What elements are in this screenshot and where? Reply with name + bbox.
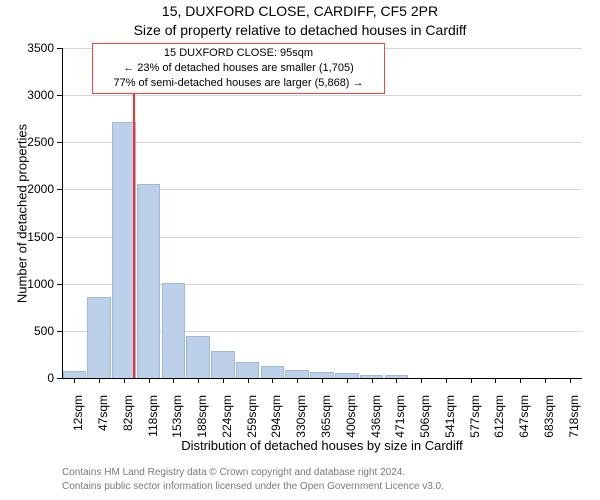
x-tick-label: 259sqm xyxy=(245,395,259,455)
chart-title-address: 15, DUXFORD CLOSE, CARDIFF, CF5 2PR xyxy=(0,3,600,19)
x-tick-label: 577sqm xyxy=(468,395,482,455)
y-tick-label: 3500 xyxy=(22,41,54,55)
y-tick-label: 0 xyxy=(22,371,54,385)
y-tick-label: 500 xyxy=(22,324,54,338)
x-tick-label: 82sqm xyxy=(121,395,135,455)
y-tick-label: 3000 xyxy=(22,88,54,102)
footer-line-2: Contains public sector information licen… xyxy=(62,480,582,494)
x-tick-label: 541sqm xyxy=(443,395,457,455)
x-tick-label: 188sqm xyxy=(195,395,209,455)
x-tick xyxy=(297,378,298,383)
x-tick-label: 718sqm xyxy=(567,395,581,455)
x-tick-label: 330sqm xyxy=(294,395,308,455)
x-tick xyxy=(545,378,546,383)
annotation-line-2: ← 23% of detached houses are smaller (1,… xyxy=(97,61,380,76)
histogram-bar xyxy=(162,283,186,378)
x-tick xyxy=(173,378,174,383)
x-tick xyxy=(149,378,150,383)
x-tick xyxy=(74,378,75,383)
x-tick xyxy=(471,378,472,383)
x-tick xyxy=(570,378,571,383)
x-tick-label: 47sqm xyxy=(96,395,110,455)
x-tick-label: 294sqm xyxy=(269,395,283,455)
histogram-bar xyxy=(285,370,309,378)
y-tick-label: 2000 xyxy=(22,182,54,196)
x-tick-label: 224sqm xyxy=(220,395,234,455)
annotation-box: 15 DUXFORD CLOSE: 95sqm ← 23% of detache… xyxy=(92,43,385,94)
x-tick xyxy=(322,378,323,383)
x-tick-label: 118sqm xyxy=(146,395,160,455)
histogram-bar xyxy=(63,371,87,378)
x-tick xyxy=(495,378,496,383)
x-tick xyxy=(520,378,521,383)
chart-container: 15, DUXFORD CLOSE, CARDIFF, CF5 2PR Size… xyxy=(0,0,600,500)
plot-area xyxy=(62,48,582,378)
x-tick-label: 12sqm xyxy=(71,395,85,455)
annotation-line-3: 77% of semi-detached houses are larger (… xyxy=(97,76,380,91)
histogram-bar xyxy=(261,366,285,378)
x-tick-label: 153sqm xyxy=(170,395,184,455)
histogram-bar xyxy=(211,351,235,378)
histogram-bar xyxy=(87,297,111,378)
x-tick-label: 683sqm xyxy=(542,395,556,455)
x-tick-label: 471sqm xyxy=(393,395,407,455)
chart-title-subtitle: Size of property relative to detached ho… xyxy=(0,22,600,38)
x-tick xyxy=(198,378,199,383)
footer-line-1: Contains HM Land Registry data © Crown c… xyxy=(62,466,582,480)
x-tick xyxy=(272,378,273,383)
y-tick-label: 1000 xyxy=(22,277,54,291)
x-tick xyxy=(223,378,224,383)
x-tick-label: 365sqm xyxy=(319,395,333,455)
x-tick xyxy=(396,378,397,383)
x-tick-label: 400sqm xyxy=(344,395,358,455)
x-tick xyxy=(347,378,348,383)
histogram-bar xyxy=(137,184,161,378)
annotation-line-1: 15 DUXFORD CLOSE: 95sqm xyxy=(97,46,380,61)
gridline xyxy=(62,142,582,143)
histogram-bar xyxy=(186,336,210,378)
y-axis-line xyxy=(62,48,63,378)
property-marker-line xyxy=(133,48,135,378)
x-tick xyxy=(421,378,422,383)
x-tick-label: 612sqm xyxy=(492,395,506,455)
x-tick-label: 436sqm xyxy=(369,395,383,455)
y-tick-label: 1500 xyxy=(22,230,54,244)
y-tick-label: 2500 xyxy=(22,135,54,149)
gridline xyxy=(62,95,582,96)
x-tick xyxy=(446,378,447,383)
x-tick xyxy=(372,378,373,383)
x-tick-label: 647sqm xyxy=(517,395,531,455)
x-tick-label: 506sqm xyxy=(418,395,432,455)
footer-attribution: Contains HM Land Registry data © Crown c… xyxy=(62,466,582,493)
x-tick xyxy=(248,378,249,383)
x-tick xyxy=(99,378,100,383)
histogram-bar xyxy=(236,362,260,378)
x-tick xyxy=(124,378,125,383)
